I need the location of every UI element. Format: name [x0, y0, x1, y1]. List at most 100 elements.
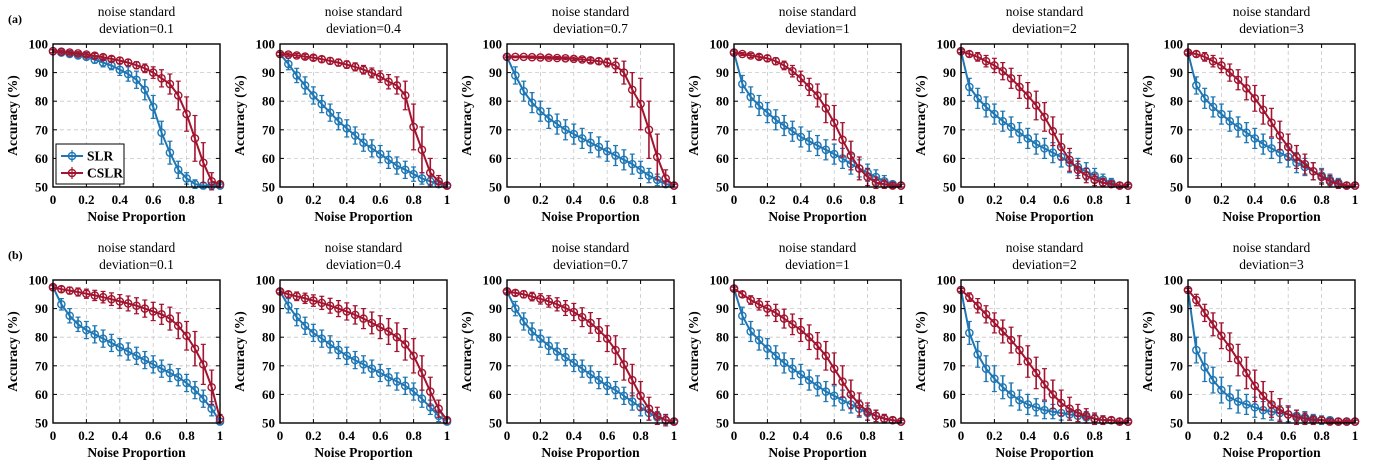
y-tick-label: 90: [489, 301, 502, 316]
y-tick-label: 70: [716, 358, 729, 373]
data-point: [880, 179, 889, 189]
panel-title-line-1: noise standard: [98, 240, 176, 255]
panel-6: 0 0.2 0.4 0.6 0.8 1 50 60 70 80 90 100 noise standar…: [1140, 4, 1360, 224]
data-point: [998, 327, 1008, 336]
data-point: [82, 289, 91, 299]
data-point: [115, 65, 125, 75]
y-tick-label: 100: [483, 273, 503, 288]
data-point: [1040, 380, 1049, 389]
data-point: [1006, 390, 1016, 399]
data-point: [1023, 91, 1033, 100]
x-tick-label: 0.6: [1053, 428, 1070, 443]
data-point: [973, 94, 983, 103]
data-point: [190, 385, 200, 395]
x-tick-label: 1: [1352, 428, 1359, 443]
data-point: [1023, 134, 1033, 143]
axes-box: [1187, 279, 1356, 424]
data-point: [1098, 415, 1108, 425]
series-line-cslr: [52, 286, 221, 419]
data-point: [1200, 362, 1209, 372]
data-point: [754, 300, 764, 309]
data-point: [586, 318, 595, 328]
data-point: [1225, 392, 1235, 402]
row-label-b: (b): [8, 248, 23, 262]
data-point: [644, 171, 654, 180]
data-point: [148, 68, 158, 77]
data-point: [140, 64, 150, 73]
y-tick-label: 50: [35, 416, 48, 431]
data-point: [182, 378, 191, 388]
series-slr: [729, 48, 906, 190]
panel-title-line-2: deviation=2: [1012, 21, 1077, 36]
y-tick-label: 70: [1170, 358, 1183, 373]
data-point: [157, 74, 166, 83]
data-point: [544, 53, 554, 63]
data-point: [73, 287, 83, 297]
data-point: [400, 165, 410, 175]
data-point: [796, 325, 806, 335]
data-point: [123, 299, 133, 308]
data-point: [1250, 134, 1260, 143]
x-axis-label: Noise Proportion: [995, 209, 1094, 224]
data-point: [763, 304, 772, 313]
data-point: [400, 381, 410, 391]
data-point: [417, 394, 427, 403]
data-point: [627, 397, 637, 406]
panel-title-line-2: deviation=0.7: [553, 257, 628, 272]
x-tick-label: 1: [671, 428, 678, 443]
data-point: [173, 91, 183, 100]
data-point: [1192, 295, 1201, 305]
y-tick-label: 80: [262, 330, 275, 345]
data-point: [519, 289, 529, 299]
data-point: [990, 61, 999, 70]
data-point: [838, 135, 847, 145]
data-point: [300, 321, 310, 331]
data-point: [292, 71, 302, 80]
data-point: [207, 176, 216, 186]
data-point: [1258, 105, 1268, 115]
data-point: [140, 304, 150, 313]
data-point: [384, 77, 393, 87]
data-point: [123, 69, 133, 79]
data-point: [165, 79, 175, 89]
data-point: [544, 341, 554, 351]
data-point: [284, 50, 293, 59]
data-point: [519, 317, 529, 326]
data-point: [409, 387, 418, 396]
x-tick-label: 0.6: [372, 428, 389, 443]
data-point: [1107, 415, 1116, 425]
panel-5: 0 0.2 0.4 0.6 0.8 1 50 60 70 80 90 100 noise standar…: [913, 4, 1133, 224]
y-tick-label: 100: [1164, 37, 1184, 52]
data-point: [1217, 109, 1226, 119]
data-point: [602, 334, 612, 343]
data-point: [342, 351, 352, 361]
data-point: [544, 114, 554, 123]
data-point: [754, 52, 764, 62]
data-point: [350, 62, 360, 72]
panel-title-line-2: deviation=0.1: [99, 257, 174, 272]
y-tick-label: 100: [937, 273, 957, 288]
data-point: [317, 298, 327, 308]
data-point: [325, 108, 335, 117]
data-point: [1200, 308, 1209, 318]
data-point: [425, 168, 435, 177]
x-tick-label: 0.8: [178, 192, 195, 207]
y-tick-label: 80: [35, 94, 48, 109]
data-point: [779, 314, 789, 323]
x-tick-label: 0.4: [112, 428, 129, 443]
x-axis-label: Noise Proportion: [541, 445, 640, 460]
data-point: [434, 176, 443, 186]
data-point: [1015, 82, 1024, 92]
data-point: [829, 364, 839, 373]
x-tick-label: 1: [898, 192, 905, 207]
data-point: [1192, 81, 1201, 90]
data-point: [309, 296, 318, 305]
data-point: [384, 327, 393, 336]
panel-1: 0 0.2 0.4 0.6 0.8 1 50 60 70 80 90 100 noise standar…: [5, 4, 225, 224]
y-tick-label: 90: [1170, 301, 1183, 316]
y-tick-label: 50: [943, 416, 956, 431]
x-tick-label: 0.4: [793, 192, 810, 207]
y-tick-label: 60: [489, 151, 502, 166]
data-point: [594, 325, 604, 335]
data-point: [1217, 331, 1226, 341]
